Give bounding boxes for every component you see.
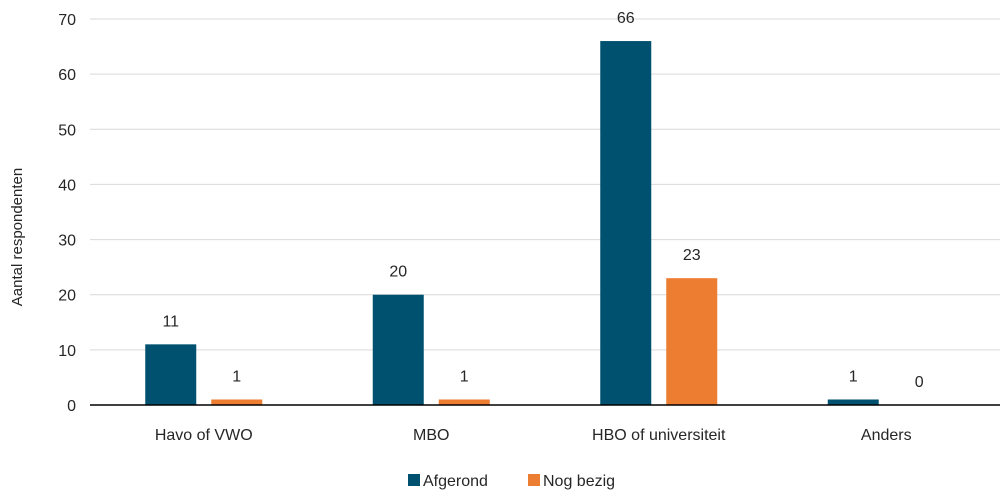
x-category-label: Havo of VWO [155,427,253,444]
data-label: 1 [460,368,469,385]
x-axis-categories: Havo of VWO MBO HBO of universiteit Anders [155,427,912,444]
data-label: 23 [683,247,701,264]
y-axis-title: Aantal respondenten [9,168,26,306]
bar-afgerond [827,399,879,405]
legend-swatch-nog-bezig [528,474,540,486]
legend-label-nog-bezig: Nog bezig [543,473,615,490]
bar-afgerond [600,41,652,406]
y-tick-label: 0 [67,398,76,415]
data-label: 20 [389,264,407,281]
data-label: 1 [849,368,858,385]
y-tick-label: 20 [58,288,76,305]
bar-afgerond [372,294,424,405]
data-label: 11 [162,313,179,330]
x-category-label: MBO [413,427,449,444]
bar-nog-bezig [211,399,263,405]
data-label: 0 [915,374,924,391]
bar-nog-bezig [666,278,718,405]
legend-item-nog-bezig: Nog bezig [528,473,615,490]
x-category-label: Anders [861,427,912,444]
legend-swatch-afgerond [408,474,420,486]
legend-item-afgerond: Afgerond [408,473,488,490]
y-tick-label: 30 [58,233,76,250]
y-tick-label: 50 [58,122,76,139]
x-category-label: HBO of universiteit [592,427,726,444]
y-axis-ticks: 0 10 20 30 40 50 60 70 [58,12,76,415]
legend: Afgerond Nog bezig [408,473,615,490]
bars [145,41,879,406]
y-tick-label: 60 [58,67,76,84]
data-label: 66 [617,10,635,27]
y-tick-label: 70 [58,12,76,29]
bar-nog-bezig [438,399,490,405]
bar-afgerond [145,344,197,405]
legend-label-afgerond: Afgerond [423,473,488,490]
y-tick-label: 40 [58,177,76,194]
gridlines [90,18,1000,351]
data-label: 1 [232,368,241,385]
y-tick-label: 10 [58,343,76,360]
